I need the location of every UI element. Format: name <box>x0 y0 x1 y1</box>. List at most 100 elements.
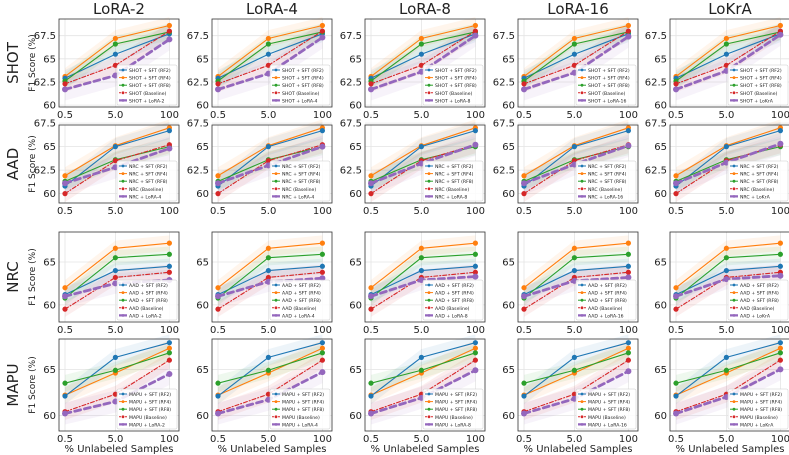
legend-marker-rf2 <box>274 283 278 287</box>
confidence-band <box>65 235 170 296</box>
legend-marker-lora <box>580 423 584 426</box>
legend-entry-label: AAD (Baseline) <box>282 306 317 312</box>
x-tick-label: 0.5 <box>668 110 684 121</box>
legend-entry-label: AAD + SFT (RF4) <box>588 291 627 297</box>
data-point-rf4 <box>521 173 527 179</box>
legend-marker-baseline <box>274 306 278 310</box>
y-tick-label: 65 <box>654 142 667 153</box>
y-tick-label: 60 <box>43 101 56 112</box>
data-point-rf4 <box>472 240 478 246</box>
data-point-rf8 <box>319 350 325 356</box>
data-point-baseline <box>112 158 118 164</box>
x-tick-label: 5.0 <box>107 206 123 217</box>
legend-box <box>727 279 789 321</box>
data-point-rf8 <box>368 380 374 386</box>
x-tick-label: 5.0 <box>260 206 276 217</box>
legend-marker-rf2 <box>580 392 584 396</box>
confidence-band <box>218 344 323 392</box>
data-point-lora <box>368 86 374 93</box>
data-point-lora <box>319 143 326 150</box>
series-line-baseline <box>217 359 323 413</box>
legend-entry-label: SHOT (Baseline) <box>740 91 778 97</box>
y-tick-label: 65 <box>349 142 362 153</box>
data-point-rf4 <box>319 22 325 29</box>
x-tick-label: 100 <box>466 434 485 445</box>
legend-marker-lora <box>274 195 278 198</box>
data-point-rf4 <box>319 240 325 246</box>
x-tick-label: 100 <box>771 110 789 121</box>
data-point-rf2 <box>472 263 478 269</box>
confidence-band <box>676 235 781 296</box>
legend-entry-label: AAD + SFT (RF8) <box>129 298 168 304</box>
legend-marker-rf2 <box>580 68 584 72</box>
data-point-rf8 <box>418 41 424 47</box>
x-tick-label: 5.0 <box>566 206 582 217</box>
row-title: NRC <box>4 261 22 292</box>
confidence-band <box>524 258 629 303</box>
confidence-band <box>371 122 476 195</box>
subplot-nrc-lora-4: 60 65 0.5 5.0 100 AAD + SFT (RF2) AAD + SFT (R… <box>196 231 333 336</box>
row-title: MAPU <box>4 363 22 406</box>
legend-marker-rf8 <box>580 298 584 302</box>
data-point-rf8 <box>723 255 730 261</box>
legend-entry-label: SHOT + SFT (RF2) <box>129 68 171 74</box>
confidence-band <box>524 264 629 317</box>
x-tick-label: 0.5 <box>57 434 73 445</box>
data-point-rf4 <box>62 173 68 179</box>
legend-marker-rf8 <box>274 179 278 183</box>
x-tick-label: 100 <box>160 434 179 445</box>
x-tick-label: 100 <box>466 206 485 217</box>
data-point-baseline <box>472 357 478 363</box>
data-point-baseline <box>368 81 374 87</box>
legend-marker-rf4 <box>427 76 431 79</box>
y-tick-label: 65 <box>43 54 56 65</box>
data-point-rf4 <box>112 35 118 42</box>
legend-marker-rf4 <box>580 76 584 79</box>
data-point-lora <box>319 34 326 41</box>
legend-entry-label: NRC + SFT (RF8) <box>282 179 321 185</box>
legend-marker-rf2 <box>580 283 584 287</box>
y-axis-label: F1 Score (%) <box>28 248 38 305</box>
legend-entry-label: NRC + SFT (RF8) <box>129 179 168 185</box>
axes-frame <box>517 124 639 204</box>
legend-entry-label: SHOT + LoRA-8 <box>435 98 471 104</box>
data-point-rf8 <box>265 255 271 261</box>
data-point-lora <box>215 293 221 300</box>
legend-entry-label: NRC (Baseline) <box>282 187 316 193</box>
y-tick-label: 62.5 <box>493 77 515 88</box>
legend-marker-rf8 <box>427 179 431 183</box>
legend-box <box>727 388 789 430</box>
data-point-rf2 <box>723 267 730 274</box>
legend-marker-lora <box>427 99 431 102</box>
data-point-rf8 <box>112 41 118 47</box>
legend-marker-baseline <box>580 306 584 310</box>
y-tick-label: 62.5 <box>340 166 362 177</box>
data-point-baseline <box>368 306 374 312</box>
legend-entry-label: NRC (Baseline) <box>740 187 774 193</box>
legend-marker-rf2 <box>732 283 736 287</box>
legend-entry-label: SHOT + SFT (RF2) <box>588 68 630 74</box>
data-point-rf8 <box>723 367 730 373</box>
confidence-band <box>676 23 781 90</box>
data-point-rf8 <box>112 367 118 373</box>
legend-box <box>269 279 331 321</box>
data-point-rf2 <box>521 393 527 399</box>
data-point-rf2 <box>418 267 424 274</box>
confidence-band <box>65 246 170 306</box>
legend-box <box>422 160 484 202</box>
legend-marker-rf2 <box>121 164 125 168</box>
data-point-rf2 <box>368 393 374 399</box>
legend-entry-label: NRC + LoRA-16 <box>588 194 623 200</box>
confidence-band <box>676 334 781 405</box>
data-point-baseline <box>368 191 374 197</box>
data-point-lora <box>777 272 784 279</box>
legend-marker-rf4 <box>121 291 125 294</box>
y-tick-label: 65 <box>502 142 515 153</box>
column-title: LoRA-8 <box>399 0 451 18</box>
axes-frame <box>364 18 486 108</box>
axes-frame <box>211 124 333 204</box>
legend-entry-label: MAPU + SFT (RF4) <box>435 400 477 406</box>
data-point-rf4 <box>418 245 424 251</box>
axes-frame <box>58 231 180 323</box>
data-point-rf4 <box>265 35 271 42</box>
